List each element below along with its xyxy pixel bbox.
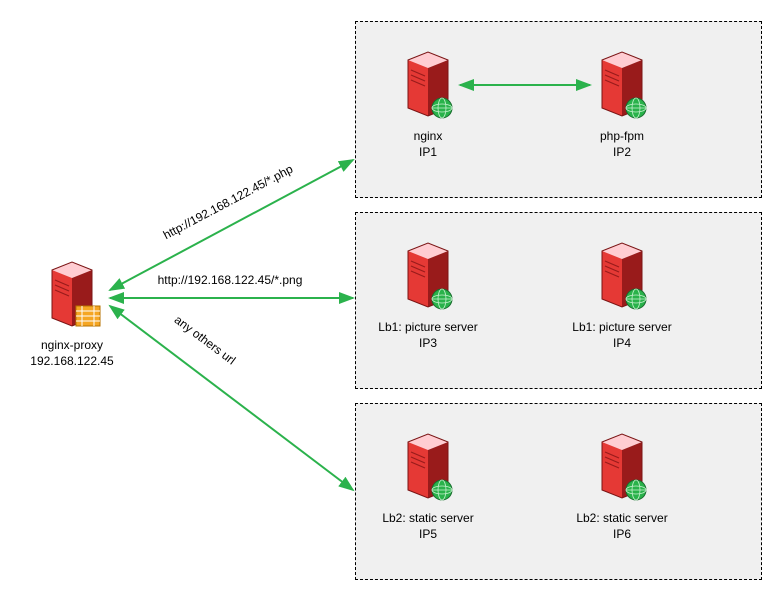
server-label-line2: IP2	[600, 145, 644, 161]
server-label-line2: IP4	[572, 336, 671, 352]
connection-arrow	[110, 160, 353, 290]
server-label-line2: IP3	[378, 336, 477, 352]
server-icon	[592, 48, 652, 123]
server-label-line2: IP1	[414, 145, 443, 161]
server-label: Lb2: static serverIP5	[382, 511, 473, 542]
server-icon	[398, 239, 458, 314]
edge-label: any others url	[172, 313, 238, 368]
globe-icon	[432, 98, 452, 118]
server-label-line1: Lb2: static server	[382, 511, 473, 527]
server-label: nginxIP1	[414, 129, 443, 160]
globe-icon	[626, 289, 646, 309]
server-icon	[398, 430, 458, 505]
server-icon	[42, 258, 102, 333]
globe-icon	[432, 289, 452, 309]
server-label-line2: 192.168.122.45	[30, 354, 113, 370]
globe-icon	[626, 480, 646, 500]
server-label-line1: Lb1: picture server	[572, 320, 671, 336]
server-label: Lb2: static serverIP6	[576, 511, 667, 542]
firewall-icon	[76, 306, 100, 326]
server-label-line2: IP6	[576, 527, 667, 543]
server-label-line1: Lb1: picture server	[378, 320, 477, 336]
server-label-line1: Lb2: static server	[576, 511, 667, 527]
server-icon	[592, 239, 652, 314]
server-label-line1: php-fpm	[600, 129, 644, 145]
server-icon	[398, 48, 458, 123]
server-label: php-fpmIP2	[600, 129, 644, 160]
globe-icon	[432, 480, 452, 500]
server-label-line1: nginx-proxy	[30, 338, 113, 354]
server-label: nginx-proxy192.168.122.45	[30, 338, 113, 369]
globe-icon	[626, 98, 646, 118]
server-label-line1: nginx	[414, 129, 443, 145]
edge-label: http://192.168.122.45/*.php	[161, 162, 295, 242]
connection-arrow	[110, 306, 353, 490]
server-label: Lb1: picture serverIP4	[572, 320, 671, 351]
server-icon	[592, 430, 652, 505]
edge-label: http://192.168.122.45/*.png	[158, 273, 303, 287]
server-label-line2: IP5	[382, 527, 473, 543]
server-label: Lb1: picture serverIP3	[378, 320, 477, 351]
